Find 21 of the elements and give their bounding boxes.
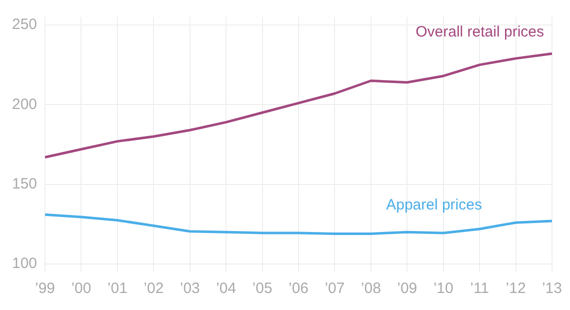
x-tick-label: ’00 <box>71 280 92 298</box>
x-tick-label: ’13 <box>542 280 562 298</box>
x-tick-label: ’03 <box>180 280 200 298</box>
series-label: Apparel prices <box>386 196 482 214</box>
x-tick-label: ’12 <box>506 280 526 298</box>
series-label: Overall retail prices <box>416 23 544 40</box>
x-tick-label: ’01 <box>107 280 128 298</box>
y-tick-label: 100 <box>12 255 38 272</box>
y-tick-label: 150 <box>12 175 38 192</box>
x-tick-label: ’10 <box>433 280 454 298</box>
x-tick-label: ’02 <box>144 280 164 298</box>
x-tick-label: ’09 <box>397 280 418 298</box>
x-tick-label: ’07 <box>324 280 345 298</box>
y-tick-label: 200 <box>12 96 38 113</box>
x-tick-label: ’08 <box>360 280 381 298</box>
y-tick-label: 250 <box>12 16 38 34</box>
x-tick-label: ’99 <box>35 280 56 298</box>
x-tick-label: ’04 <box>216 280 236 298</box>
x-tick-label: ’06 <box>288 280 309 298</box>
x-tick-label: ’11 <box>470 280 490 298</box>
x-tick-label: ’05 <box>252 280 272 298</box>
